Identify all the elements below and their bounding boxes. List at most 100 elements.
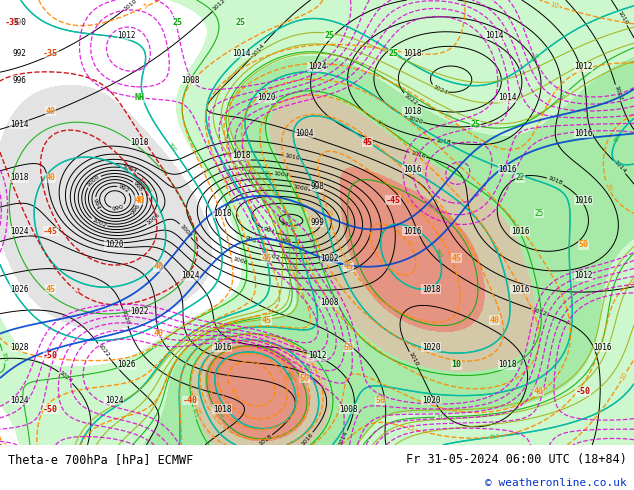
Text: 1016: 1016 [410,150,426,159]
Text: 20: 20 [273,228,282,239]
Text: 10: 10 [135,176,145,187]
Text: 1008: 1008 [178,223,192,238]
Text: 1018: 1018 [547,176,563,186]
Text: 50: 50 [344,343,354,351]
Text: 1002: 1002 [91,218,107,229]
Text: 10: 10 [619,370,629,382]
Text: 1002: 1002 [320,253,339,263]
Text: 5: 5 [200,168,207,174]
Text: 1010: 1010 [616,10,629,26]
Text: 45: 45 [46,285,56,294]
Text: 5: 5 [0,441,5,446]
Text: 1016: 1016 [510,285,529,294]
Text: 15: 15 [405,424,415,432]
Text: 15: 15 [442,112,453,122]
Text: 1018: 1018 [231,151,250,160]
Text: -45: -45 [43,227,58,236]
Text: 45: 45 [261,253,271,263]
Text: 25: 25 [388,49,398,58]
Text: 1010: 1010 [408,351,419,368]
Text: 320: 320 [261,169,271,180]
Text: 45: 45 [261,316,271,325]
Text: NH: NH [134,94,145,102]
Text: 45: 45 [228,386,238,397]
Text: 330: 330 [405,165,417,174]
Text: 1016: 1016 [300,431,314,446]
Text: 40: 40 [489,316,500,325]
Text: 996: 996 [131,203,141,216]
Text: 1008: 1008 [320,298,339,307]
Text: 10: 10 [451,360,462,369]
Text: 1006: 1006 [146,213,161,226]
Text: -45: -45 [385,196,401,205]
Text: © weatheronline.co.uk: © weatheronline.co.uk [484,478,626,488]
Text: 1000: 1000 [86,174,101,188]
Text: 325: 325 [191,407,198,419]
Text: 45: 45 [363,138,373,147]
Text: 335: 335 [214,409,224,420]
Text: 1016: 1016 [212,343,231,351]
Text: 1024: 1024 [307,62,327,71]
Text: 340: 340 [433,248,443,259]
Text: 325: 325 [375,119,386,129]
Text: 1026: 1026 [10,285,29,294]
Text: 320: 320 [612,132,622,144]
Text: 1010: 1010 [285,153,301,161]
Text: 1024: 1024 [431,84,448,96]
Text: 1006: 1006 [232,257,248,266]
Text: 310: 310 [489,434,500,440]
Text: 1014: 1014 [251,42,266,57]
Text: 20: 20 [604,182,613,193]
Text: 1004: 1004 [121,165,137,174]
Text: 1018: 1018 [130,138,149,147]
Text: 315: 315 [559,89,570,99]
Text: 1024: 1024 [58,370,74,384]
Text: 1020: 1020 [422,343,441,351]
Text: 996: 996 [279,239,292,245]
Text: 996: 996 [12,75,26,85]
Text: 1012: 1012 [531,307,548,317]
Text: 1022: 1022 [96,343,110,358]
Text: 330: 330 [301,363,311,374]
Text: 998: 998 [310,182,324,192]
Text: 40: 40 [46,107,56,116]
Text: 1018: 1018 [422,285,441,294]
Text: 1020: 1020 [422,396,441,405]
Text: 1016: 1016 [510,227,529,236]
Text: -35: -35 [5,18,20,27]
Text: 305: 305 [0,351,7,363]
Text: 1018: 1018 [257,434,273,447]
Text: 1016: 1016 [574,196,593,205]
Text: 1026: 1026 [117,360,136,369]
Text: 1020: 1020 [257,94,276,102]
Text: 40: 40 [153,263,164,271]
Text: 998: 998 [133,181,144,193]
Text: 1018: 1018 [435,138,451,145]
Text: -35: -35 [43,49,58,58]
Text: 315: 315 [436,415,447,420]
Text: Fr 31-05-2024 06:00 UTC (18+84): Fr 31-05-2024 06:00 UTC (18+84) [406,453,626,466]
Text: 1016: 1016 [403,165,422,173]
Text: -50: -50 [576,387,591,396]
Text: -40: -40 [183,396,198,405]
Text: 25: 25 [534,209,543,218]
Text: 1020: 1020 [406,115,423,125]
Text: 25: 25 [288,222,297,233]
Text: 35: 35 [324,208,332,218]
Text: 990: 990 [12,18,26,27]
Text: 335: 335 [425,201,436,212]
Text: 1012: 1012 [117,31,136,40]
Text: 992: 992 [281,221,294,228]
Text: 1018: 1018 [212,209,231,218]
Text: 1016: 1016 [498,165,517,173]
Text: 45: 45 [344,263,354,271]
Text: 10: 10 [219,174,228,185]
Text: 1018: 1018 [403,107,422,116]
Text: 1016: 1016 [574,129,593,138]
Text: 1014: 1014 [338,430,349,447]
Text: 1020: 1020 [120,309,130,326]
Text: 5: 5 [142,3,148,10]
Text: 990: 990 [112,204,124,212]
Text: 1024: 1024 [10,227,29,236]
Text: 1002: 1002 [264,252,280,260]
